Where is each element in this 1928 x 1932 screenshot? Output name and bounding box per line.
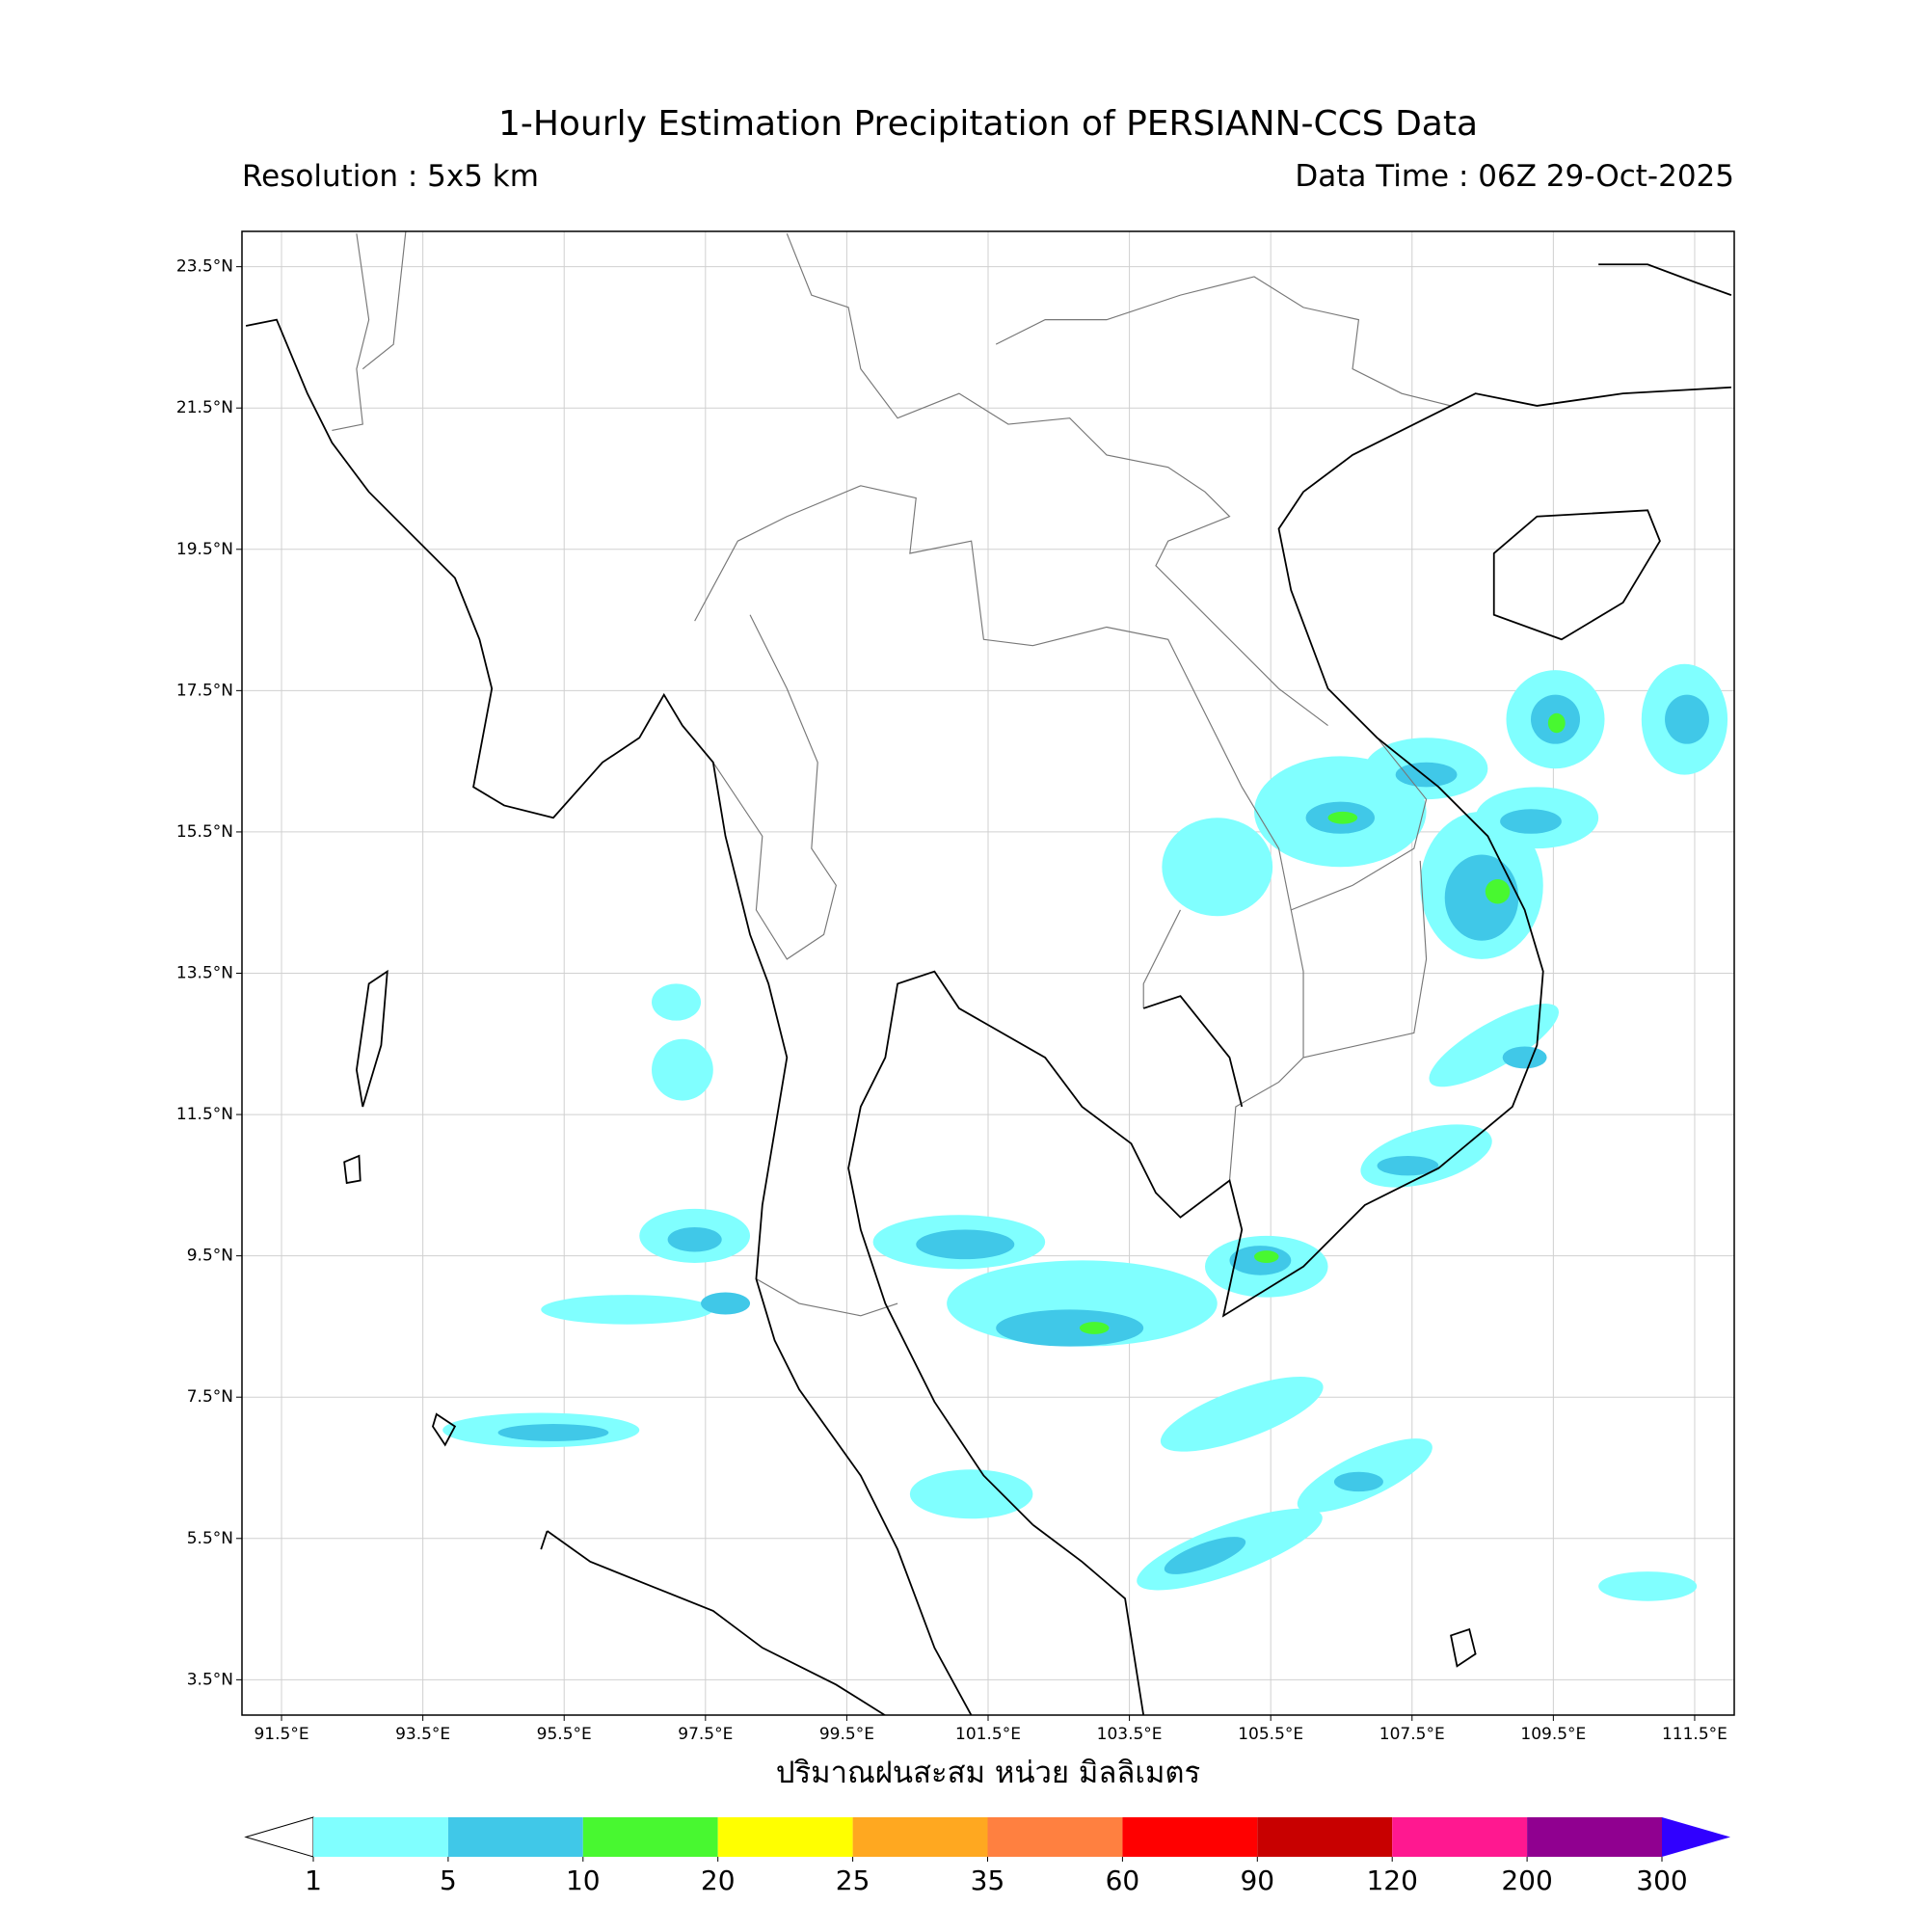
y-tick-label: 15.5°N (176, 822, 233, 842)
colorbar-segment (1392, 1817, 1528, 1857)
y-tick-label: 7.5°N (187, 1387, 233, 1407)
grid (242, 231, 1734, 1715)
x-tick-label: 103.5°E (1097, 1725, 1163, 1744)
colorbar-segment (447, 1817, 583, 1857)
title: 1-Hourly Estimation Precipitation of PER… (498, 104, 1478, 144)
colorbar-tick-label: 300 (1636, 1865, 1687, 1896)
x-tick-label: 111.5°E (1662, 1725, 1727, 1744)
colorbar-segment (1527, 1817, 1662, 1857)
colorbar-segment (852, 1817, 988, 1857)
axes: 91.5°E 93.5°E 95.5°E 97.5°E 99.5°E 101.5°E 103… (176, 257, 1727, 1744)
colorbar-tick-label: 1 (305, 1865, 322, 1896)
borders (332, 231, 1452, 1317)
colorbar-tick-label: 20 (701, 1865, 736, 1896)
colorbar-under (244, 1816, 314, 1858)
x-tick-label: 105.5°E (1238, 1725, 1303, 1744)
resolution: Resolution : 5x5 km (242, 159, 539, 194)
colorbar-tick-label: 35 (971, 1865, 1005, 1896)
x-tick-label: 109.5°E (1520, 1725, 1586, 1744)
x-tick-label: 93.5°E (395, 1725, 450, 1744)
coastlines (245, 263, 1732, 1715)
y-tick-label: 11.5°N (176, 1105, 233, 1124)
x-tick-label: 101.5°E (955, 1725, 1021, 1744)
colorbar-tick-label: 5 (440, 1865, 457, 1896)
colorbar-label: ปริมาณฝนสะสม หน่วย มิลลิเมตร (776, 1756, 1200, 1790)
y-tick-label: 23.5°N (176, 257, 233, 277)
colorbar-segment (987, 1817, 1123, 1857)
colorbar-segment (313, 1817, 448, 1857)
colorbar-over (1662, 1817, 1730, 1857)
colorbar-segment (717, 1817, 853, 1857)
x-tick-label: 95.5°E (537, 1725, 592, 1744)
x-tick-label: 107.5°E (1379, 1725, 1445, 1744)
x-tick-label: 97.5°E (678, 1725, 733, 1744)
x-tick-label: 91.5°E (254, 1725, 308, 1744)
basemap (245, 231, 1732, 1715)
y-tick-label: 13.5°N (176, 964, 233, 983)
y-tick-label: 21.5°N (176, 398, 233, 417)
colorbar-segment (1257, 1817, 1393, 1857)
data-time: Data Time : 06Z 29-Oct-2025 (1295, 159, 1734, 194)
colorbar: 1 5 10 20 25 35 60 90 120 200 300 (244, 1816, 1730, 1896)
colorbar-tick-label: 25 (836, 1865, 870, 1896)
colorbar-segment (1122, 1817, 1258, 1857)
y-tick-label: 5.5°N (187, 1529, 233, 1548)
colorbar-tick-label: 200 (1501, 1865, 1552, 1896)
x-tick-label: 99.5°E (819, 1725, 874, 1744)
map-layer (245, 231, 1732, 1715)
y-tick-label: 9.5°N (187, 1247, 233, 1266)
rain-areas (442, 663, 1728, 1601)
colorbar-tick-label: 10 (566, 1865, 601, 1896)
colorbar-tick-label: 120 (1366, 1865, 1417, 1896)
y-tick-label: 17.5°N (176, 681, 233, 700)
colorbar-tick-label: 60 (1106, 1865, 1140, 1896)
colorbar-tick-label: 90 (1240, 1865, 1274, 1896)
y-tick-label: 3.5°N (187, 1670, 233, 1689)
colorbar-segment (582, 1817, 718, 1857)
y-tick-label: 19.5°N (176, 540, 233, 559)
